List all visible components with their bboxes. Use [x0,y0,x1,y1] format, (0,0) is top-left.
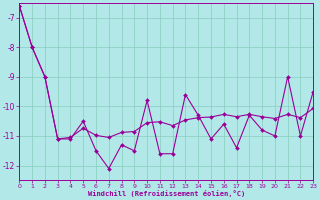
X-axis label: Windchill (Refroidissement éolien,°C): Windchill (Refroidissement éolien,°C) [88,190,245,197]
